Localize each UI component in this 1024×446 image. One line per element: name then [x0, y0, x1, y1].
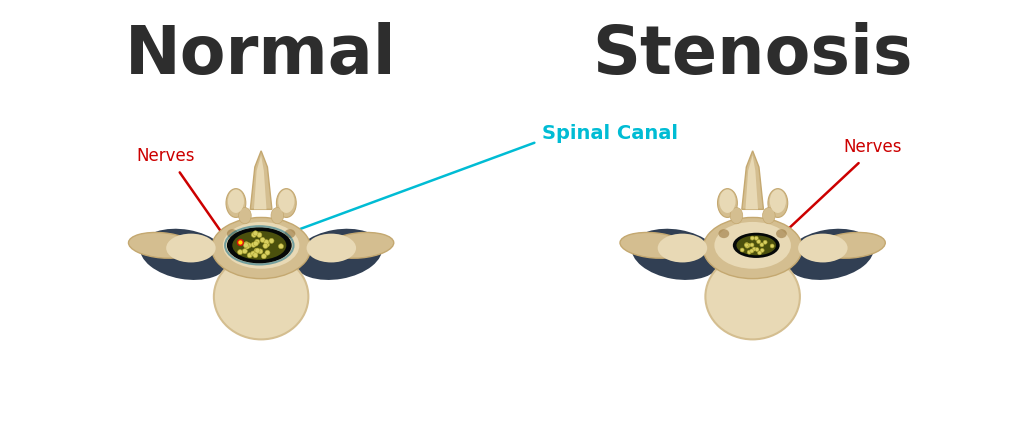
Ellipse shape: [212, 218, 310, 279]
Circle shape: [253, 231, 258, 236]
Ellipse shape: [227, 227, 292, 263]
Ellipse shape: [232, 231, 287, 260]
Circle shape: [261, 254, 266, 259]
Circle shape: [257, 232, 262, 238]
Ellipse shape: [327, 232, 394, 258]
Circle shape: [264, 240, 269, 245]
Ellipse shape: [293, 229, 382, 280]
Ellipse shape: [140, 229, 229, 280]
Circle shape: [251, 251, 256, 256]
Ellipse shape: [279, 190, 295, 213]
Circle shape: [750, 243, 754, 247]
Ellipse shape: [228, 253, 294, 273]
Circle shape: [237, 239, 244, 246]
Text: Spinal Canal: Spinal Canal: [542, 124, 678, 143]
Circle shape: [751, 236, 755, 240]
Ellipse shape: [271, 207, 284, 224]
Text: Normal: Normal: [125, 22, 397, 88]
Circle shape: [247, 253, 252, 258]
Ellipse shape: [768, 189, 787, 218]
Ellipse shape: [632, 229, 721, 280]
Ellipse shape: [223, 222, 299, 269]
Ellipse shape: [706, 254, 800, 339]
Circle shape: [763, 240, 767, 244]
Ellipse shape: [657, 234, 708, 262]
Circle shape: [255, 239, 260, 244]
Circle shape: [247, 243, 251, 248]
Circle shape: [748, 250, 752, 254]
Polygon shape: [741, 151, 764, 209]
Polygon shape: [254, 155, 266, 209]
Ellipse shape: [798, 234, 848, 262]
Circle shape: [251, 242, 256, 248]
Ellipse shape: [733, 233, 779, 258]
Circle shape: [753, 247, 756, 251]
Circle shape: [238, 250, 243, 255]
Circle shape: [253, 252, 258, 258]
Circle shape: [244, 242, 249, 247]
Ellipse shape: [718, 189, 737, 218]
Circle shape: [744, 243, 749, 247]
Ellipse shape: [715, 222, 791, 269]
Circle shape: [252, 232, 256, 237]
Ellipse shape: [776, 229, 786, 238]
Ellipse shape: [214, 254, 308, 339]
Ellipse shape: [719, 229, 729, 238]
Circle shape: [757, 240, 761, 244]
Circle shape: [760, 248, 764, 252]
Ellipse shape: [818, 232, 886, 258]
Circle shape: [260, 237, 265, 243]
Ellipse shape: [620, 232, 687, 258]
Polygon shape: [250, 151, 272, 209]
Circle shape: [243, 249, 248, 254]
Circle shape: [269, 238, 274, 244]
Circle shape: [265, 250, 270, 255]
Circle shape: [750, 249, 754, 253]
Ellipse shape: [703, 218, 802, 279]
Text: Nerves: Nerves: [137, 147, 196, 165]
Circle shape: [770, 244, 774, 248]
Ellipse shape: [306, 234, 356, 262]
Circle shape: [258, 249, 263, 254]
Polygon shape: [745, 155, 758, 209]
Circle shape: [239, 240, 243, 244]
Ellipse shape: [719, 190, 735, 213]
Ellipse shape: [736, 235, 776, 255]
Ellipse shape: [276, 189, 296, 218]
Ellipse shape: [239, 207, 251, 224]
Ellipse shape: [128, 232, 196, 258]
Circle shape: [760, 243, 764, 247]
Circle shape: [758, 251, 762, 255]
Ellipse shape: [226, 189, 246, 218]
Ellipse shape: [166, 234, 216, 262]
Ellipse shape: [227, 229, 238, 238]
Ellipse shape: [770, 190, 786, 213]
Circle shape: [740, 248, 744, 252]
Circle shape: [744, 243, 749, 247]
Circle shape: [264, 242, 269, 247]
Circle shape: [255, 248, 260, 253]
Circle shape: [245, 244, 250, 249]
Circle shape: [755, 248, 759, 252]
Circle shape: [263, 244, 268, 248]
Text: Stenosis: Stenosis: [593, 22, 912, 88]
Ellipse shape: [730, 207, 742, 224]
Circle shape: [244, 243, 249, 248]
Circle shape: [755, 236, 758, 240]
Circle shape: [746, 244, 751, 248]
Ellipse shape: [763, 207, 775, 224]
Ellipse shape: [720, 253, 785, 273]
Circle shape: [745, 244, 750, 248]
Circle shape: [254, 248, 259, 253]
Ellipse shape: [227, 190, 244, 213]
Text: Nerves: Nerves: [844, 138, 902, 156]
Circle shape: [253, 241, 258, 246]
Ellipse shape: [285, 229, 295, 238]
Circle shape: [279, 244, 284, 249]
Ellipse shape: [784, 229, 873, 280]
